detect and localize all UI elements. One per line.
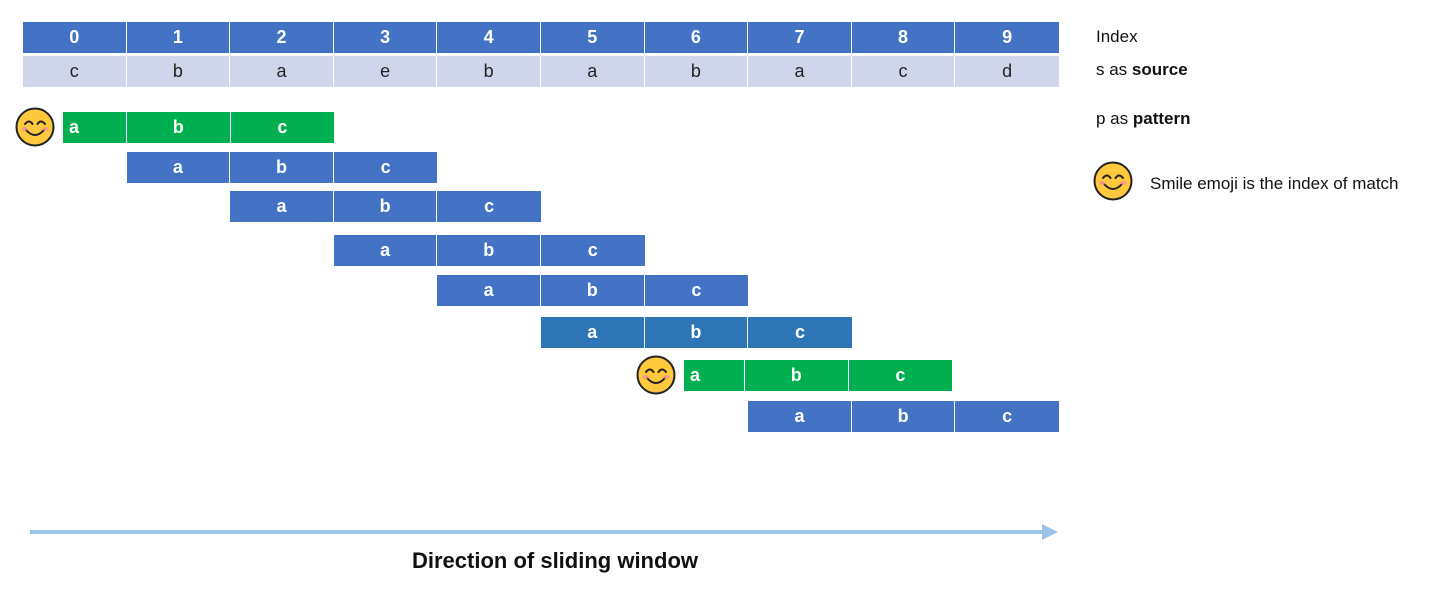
index-cell: 5 [540, 22, 645, 53]
pattern-cell: b [127, 112, 231, 143]
source-cell: c [851, 56, 956, 87]
pattern-cell: c [848, 360, 953, 391]
pattern-cell: c [333, 152, 438, 183]
pattern-cell: c [540, 235, 645, 266]
index-cell: 0 [23, 22, 127, 53]
index-cell: 8 [851, 22, 956, 53]
pattern-cell: c [955, 401, 1059, 432]
legend-source: s as source [1096, 60, 1188, 80]
source-cell: a [540, 56, 645, 87]
source-cell: e [333, 56, 438, 87]
pattern-cell: a [684, 360, 745, 391]
pattern-cell: a [541, 317, 645, 348]
legend-emoji-label: Smile emoji is the index of match [1150, 174, 1399, 193]
source-cell: a [748, 56, 852, 87]
index-cell: 2 [230, 22, 334, 53]
pattern-cell: a [63, 112, 127, 143]
pattern-cell: b [644, 317, 749, 348]
pattern-cell: c [644, 275, 749, 306]
legend-source-prefix: s as [1096, 60, 1132, 79]
pattern-cell: a [126, 152, 231, 183]
pattern-cell: c [437, 191, 541, 222]
smile-emoji-icon [15, 107, 55, 147]
index-cell: 1 [126, 22, 231, 53]
pattern-cell: b [851, 401, 956, 432]
pattern-cell: b [333, 191, 438, 222]
index-cell: 6 [644, 22, 749, 53]
pattern-cell: b [230, 152, 334, 183]
pattern-cell: c [748, 317, 852, 348]
legend-pattern-prefix: p as [1096, 109, 1133, 128]
legend-pattern-bold: pattern [1132, 109, 1191, 128]
source-cell: b [126, 56, 231, 87]
pattern-cell: c [230, 112, 335, 143]
pattern-cell: b [745, 360, 849, 391]
legend-source-bold: source [1131, 60, 1188, 79]
pattern-cell: a [333, 235, 438, 266]
pattern-cell: a [230, 191, 334, 222]
caption: Direction of sliding window [412, 548, 698, 573]
source-cell: c [23, 56, 127, 87]
smile-emoji-icon [636, 355, 676, 395]
legend-index: Index [1096, 27, 1138, 47]
legend-index-label: Index [1096, 27, 1138, 46]
pattern-cell: a [437, 275, 541, 306]
source-cell: b [644, 56, 749, 87]
source-cell: a [230, 56, 334, 87]
pattern-cell: b [540, 275, 645, 306]
index-cell: 4 [437, 22, 541, 53]
pattern-cell: b [437, 235, 541, 266]
source-cell: b [437, 56, 541, 87]
direction-arrow-icon [30, 524, 1058, 540]
smile-emoji-icon [1093, 161, 1133, 201]
source-cell: d [955, 56, 1059, 87]
index-cell: 9 [955, 22, 1059, 53]
index-cell: 3 [333, 22, 438, 53]
pattern-cell: a [748, 401, 852, 432]
legend-pattern: p as pattern [1096, 109, 1190, 129]
index-cell: 7 [748, 22, 852, 53]
